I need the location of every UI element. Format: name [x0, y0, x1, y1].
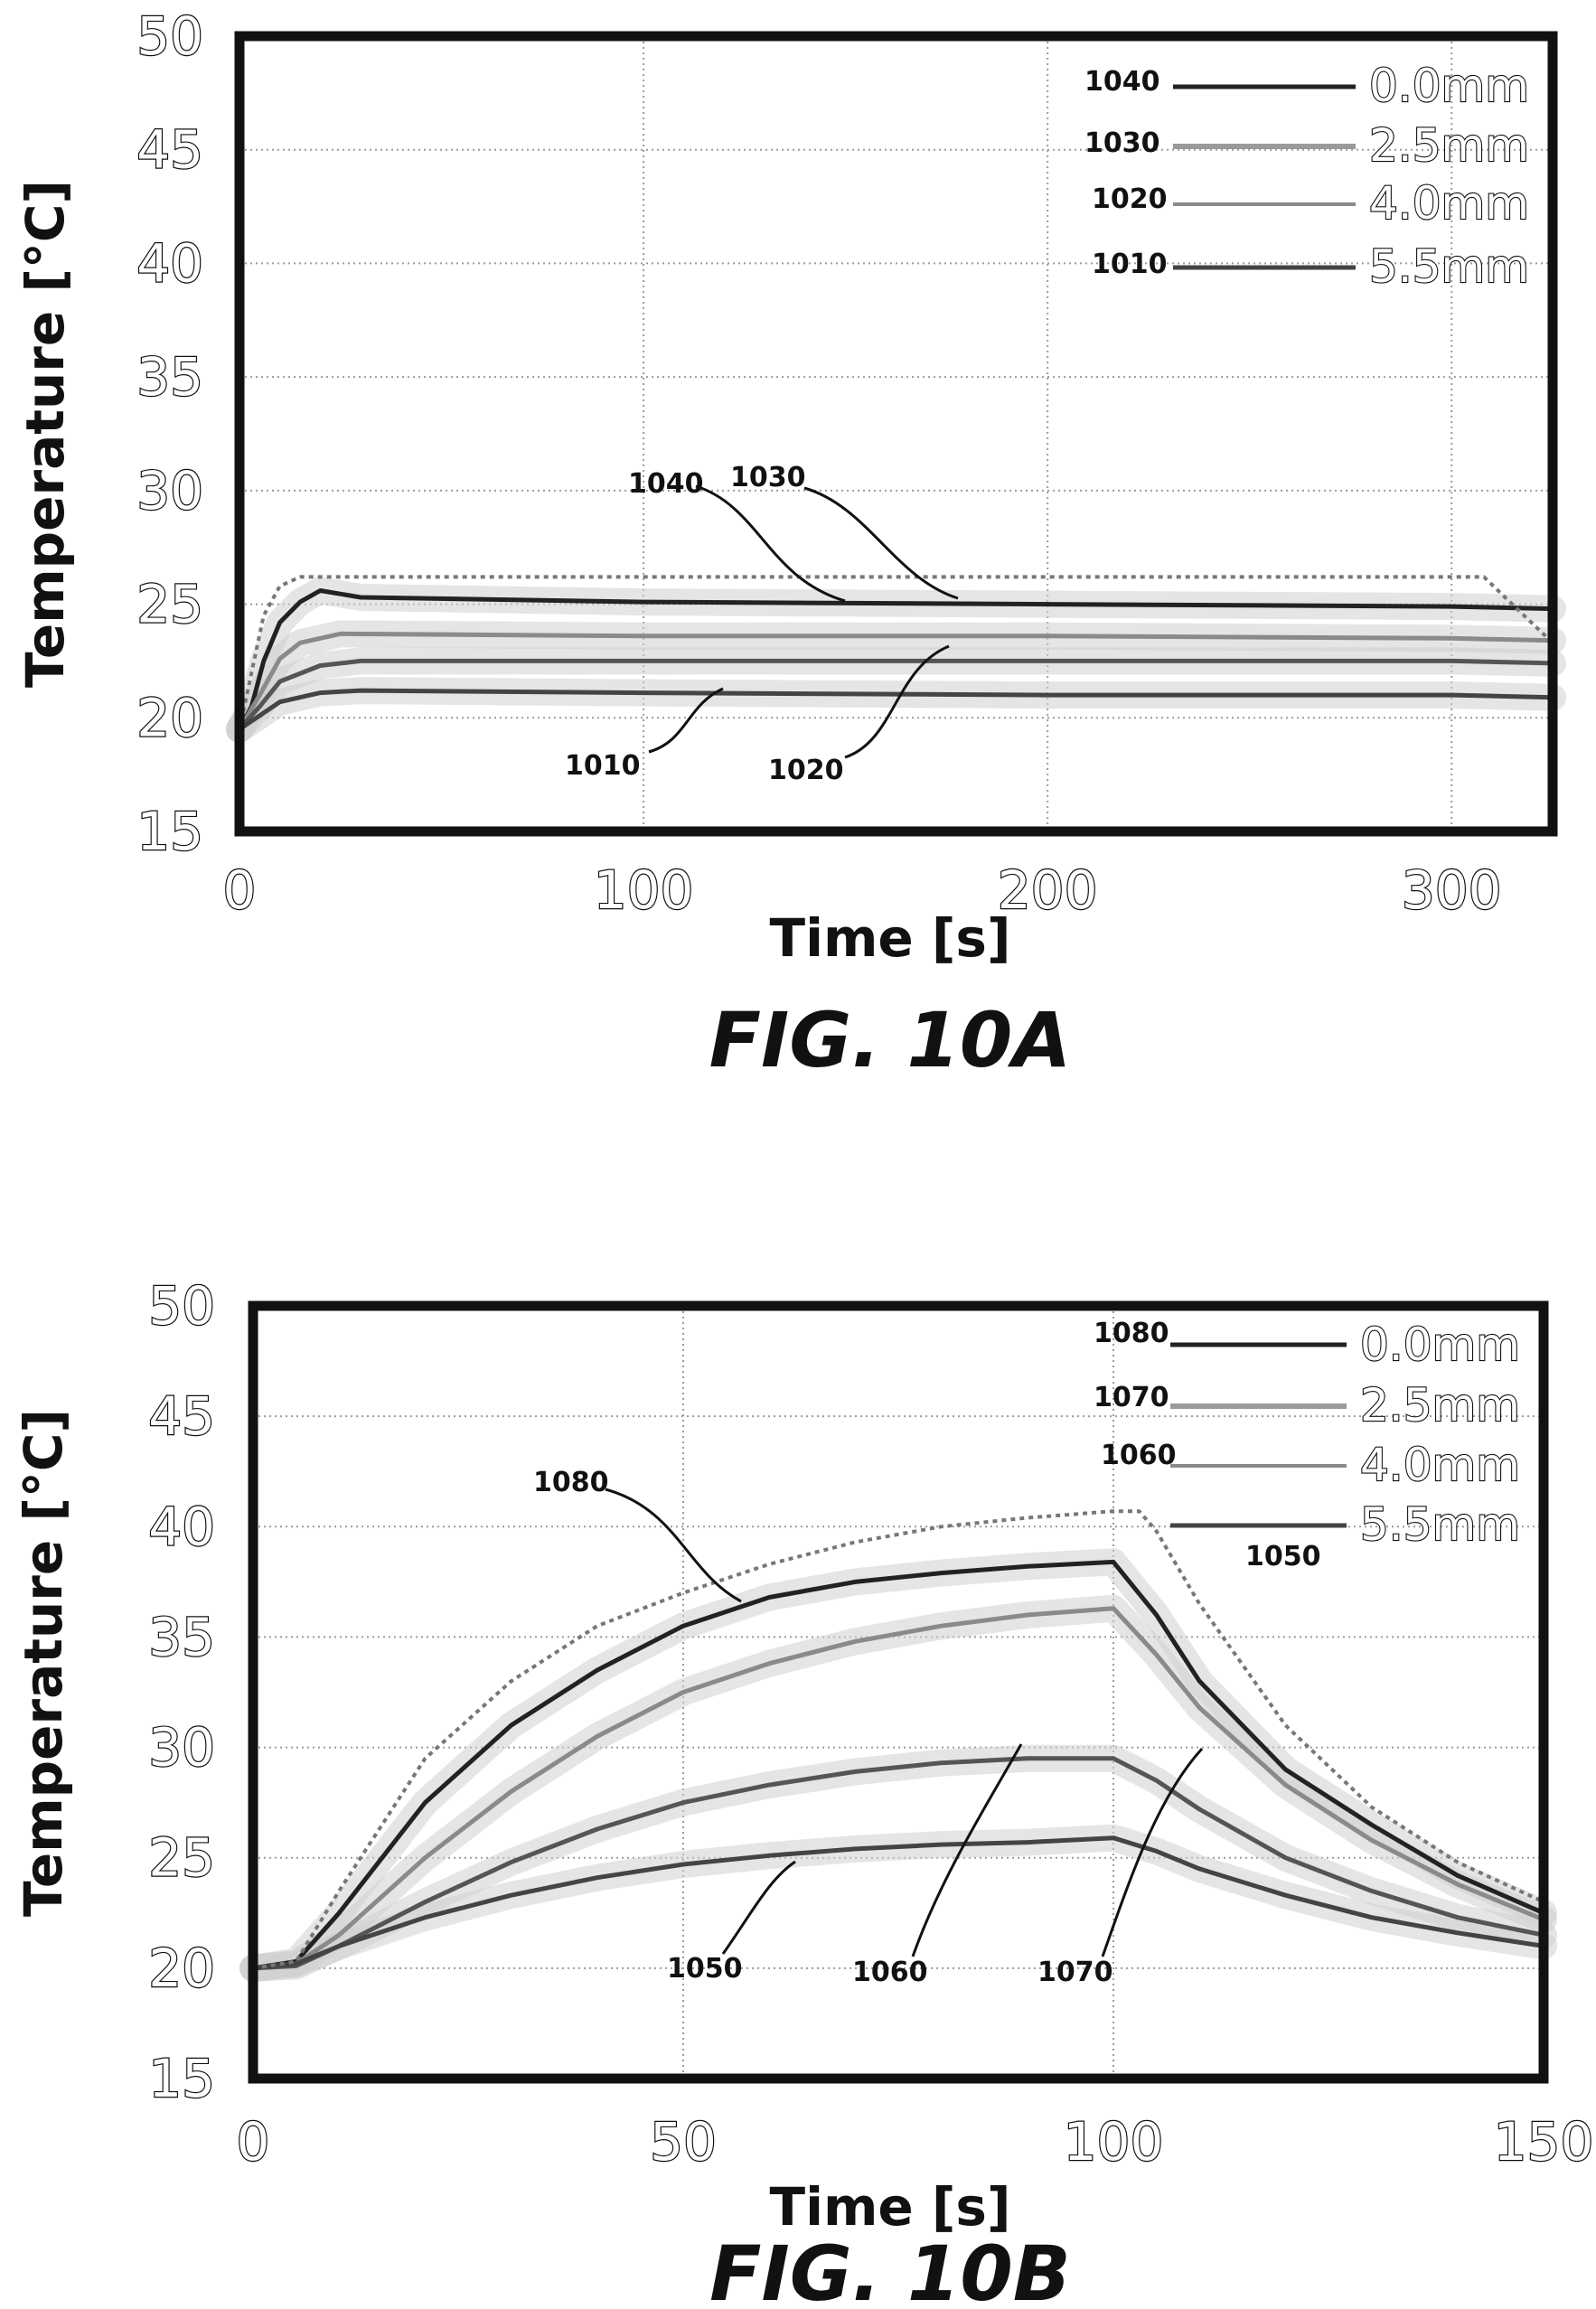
series-line-5-5mm	[252, 1835, 1544, 1971]
legend-label-5-5mm-b: 5.5mm	[1360, 1498, 1520, 1551]
leader-1040	[695, 484, 846, 603]
y-tick-label: 50	[136, 5, 203, 67]
series-lines-fig-10b	[252, 1509, 1544, 1971]
y-tick-label: 30	[136, 460, 203, 521]
x-tick-label: 100	[594, 859, 694, 921]
y-tick-label: 25	[148, 1827, 215, 1889]
legend-label-0mm: 0.0mm	[1369, 60, 1529, 112]
legend-label-2-5mm: 2.5mm	[1369, 119, 1529, 172]
legend-ref-1020: 1020	[1092, 183, 1168, 215]
callout-1070: 1070	[1037, 1957, 1113, 1988]
legend-fig-10b: 1080 0.0mm 1070 2.5mm 1060 4.0mm 5.5mm 1…	[1094, 1318, 1521, 1572]
x-tick-labels-fig-10b: 0 50 100 150	[235, 2110, 1594, 2173]
leader-1070	[1101, 1747, 1204, 1957]
leader-1050	[721, 1860, 796, 1955]
grid-fig-10a	[239, 35, 1553, 832]
y-tick-label: 45	[148, 1385, 215, 1447]
callout-1030: 1030	[730, 462, 806, 493]
y-tick-label: 25	[136, 574, 203, 635]
x-tick-label: 0	[237, 2111, 270, 2173]
y-tick-label: 45	[136, 119, 203, 181]
legend-ref-1040: 1040	[1084, 66, 1160, 98]
y-tick-label: 35	[148, 1606, 215, 1667]
leader-1080	[605, 1488, 742, 1603]
series-line-dashed-envelope	[238, 575, 1554, 730]
legend-label-4mm: 4.0mm	[1369, 177, 1529, 230]
legend-ref-1080: 1080	[1094, 1318, 1169, 1349]
legend-ref-1060: 1060	[1101, 1440, 1177, 1471]
y-tick-label: 30	[148, 1717, 215, 1779]
series-line-4-0mm	[252, 1756, 1544, 1971]
series-line-2-5mm	[237, 631, 1554, 731]
legend-ref-1050: 1050	[1245, 1541, 1321, 1572]
callout-1010: 1010	[565, 750, 641, 782]
callout-1020: 1020	[768, 755, 844, 786]
legend-label-5-5mm: 5.5mm	[1369, 240, 1529, 293]
legend-fig-10a: 1040 0.0mm 1030 2.5mm 1020 4.0mm 1010 5.…	[1084, 59, 1530, 294]
y-tick-label: 35	[136, 346, 203, 408]
callout-1080: 1080	[533, 1467, 609, 1498]
callout-1040: 1040	[628, 468, 704, 500]
series-line-0-0mm	[237, 588, 1554, 731]
figure-caption-10b: FIG. 10B	[709, 2229, 1071, 2309]
plot-frame-fig-10b	[248, 1300, 1549, 2084]
legend-ref-1010: 1010	[1092, 249, 1168, 280]
y-tick-labels-fig-10a: 15 20 25 30 35 40 45 50	[136, 5, 204, 863]
legend-label-4mm-b: 4.0mm	[1360, 1439, 1520, 1491]
legend-ref-1070: 1070	[1094, 1382, 1169, 1413]
y-axis-title-fig-10a: Temperature [°C]	[14, 180, 76, 688]
y-tick-label: 20	[136, 687, 203, 748]
callout-1050: 1050	[667, 1953, 743, 1985]
x-tick-label: 0	[223, 859, 257, 921]
legend-ref-1030: 1030	[1084, 127, 1160, 159]
x-tick-label: 100	[1064, 2111, 1164, 2173]
series-line-5-5mm	[238, 688, 1554, 731]
leader-1060	[911, 1743, 1023, 1957]
y-tick-label: 15	[136, 801, 203, 862]
y-tick-label: 40	[148, 1496, 215, 1557]
y-tick-label: 50	[148, 1275, 215, 1337]
x-tick-label: 150	[1494, 2111, 1594, 2173]
series-line-0-0mm	[252, 1559, 1544, 1971]
x-tick-labels-fig-10a: 0 100 200 300	[221, 859, 1502, 922]
legend-label-0mm-b: 0.0mm	[1360, 1319, 1520, 1371]
x-tick-label: 200	[998, 859, 1098, 921]
leader-1010	[648, 687, 724, 754]
callouts-fig-10a: 1040 1030 1010 1020	[565, 462, 959, 786]
x-axis-title-fig-10a: Time [s]	[770, 907, 1011, 969]
series-line-4-0mm	[238, 658, 1554, 731]
series-line-2-5mm	[252, 1606, 1544, 1971]
y-tick-label: 15	[148, 2048, 215, 2109]
y-tick-label: 40	[136, 232, 203, 294]
series-lines-fig-10a	[237, 575, 1554, 731]
leader-1030	[803, 486, 959, 600]
figure-caption-10a: FIG. 10A	[709, 996, 1072, 1084]
x-axis-title-fig-10b: Time [s]	[770, 2176, 1011, 2238]
series-line-dashed-envelope	[252, 1509, 1544, 1970]
plot-frame-fig-10a	[234, 31, 1558, 837]
y-tick-labels-fig-10b: 15 20 25 30 35 40 45 50	[147, 1274, 216, 2110]
chart-fig-10b: 15 20 25 30 35 40 45 50 0 50 100 150 1080 0.0mm 10…	[13, 1274, 1595, 2309]
callouts-fig-10b: 1080 1050 1060 1070	[533, 1467, 1204, 1988]
x-tick-label: 50	[650, 2111, 717, 2173]
callout-1060: 1060	[852, 1957, 928, 1988]
x-tick-label: 300	[1402, 859, 1502, 921]
legend-label-2-5mm-b: 2.5mm	[1360, 1379, 1520, 1431]
chart-fig-10a: 15 20 25 30 35 40 45 50 0 100 200 300 1040 0.0mm 1…	[14, 5, 1566, 1084]
leader-1020	[844, 644, 950, 759]
y-tick-label: 20	[148, 1938, 215, 1999]
y-axis-title-fig-10b: Temperature [°C]	[13, 1409, 74, 1917]
